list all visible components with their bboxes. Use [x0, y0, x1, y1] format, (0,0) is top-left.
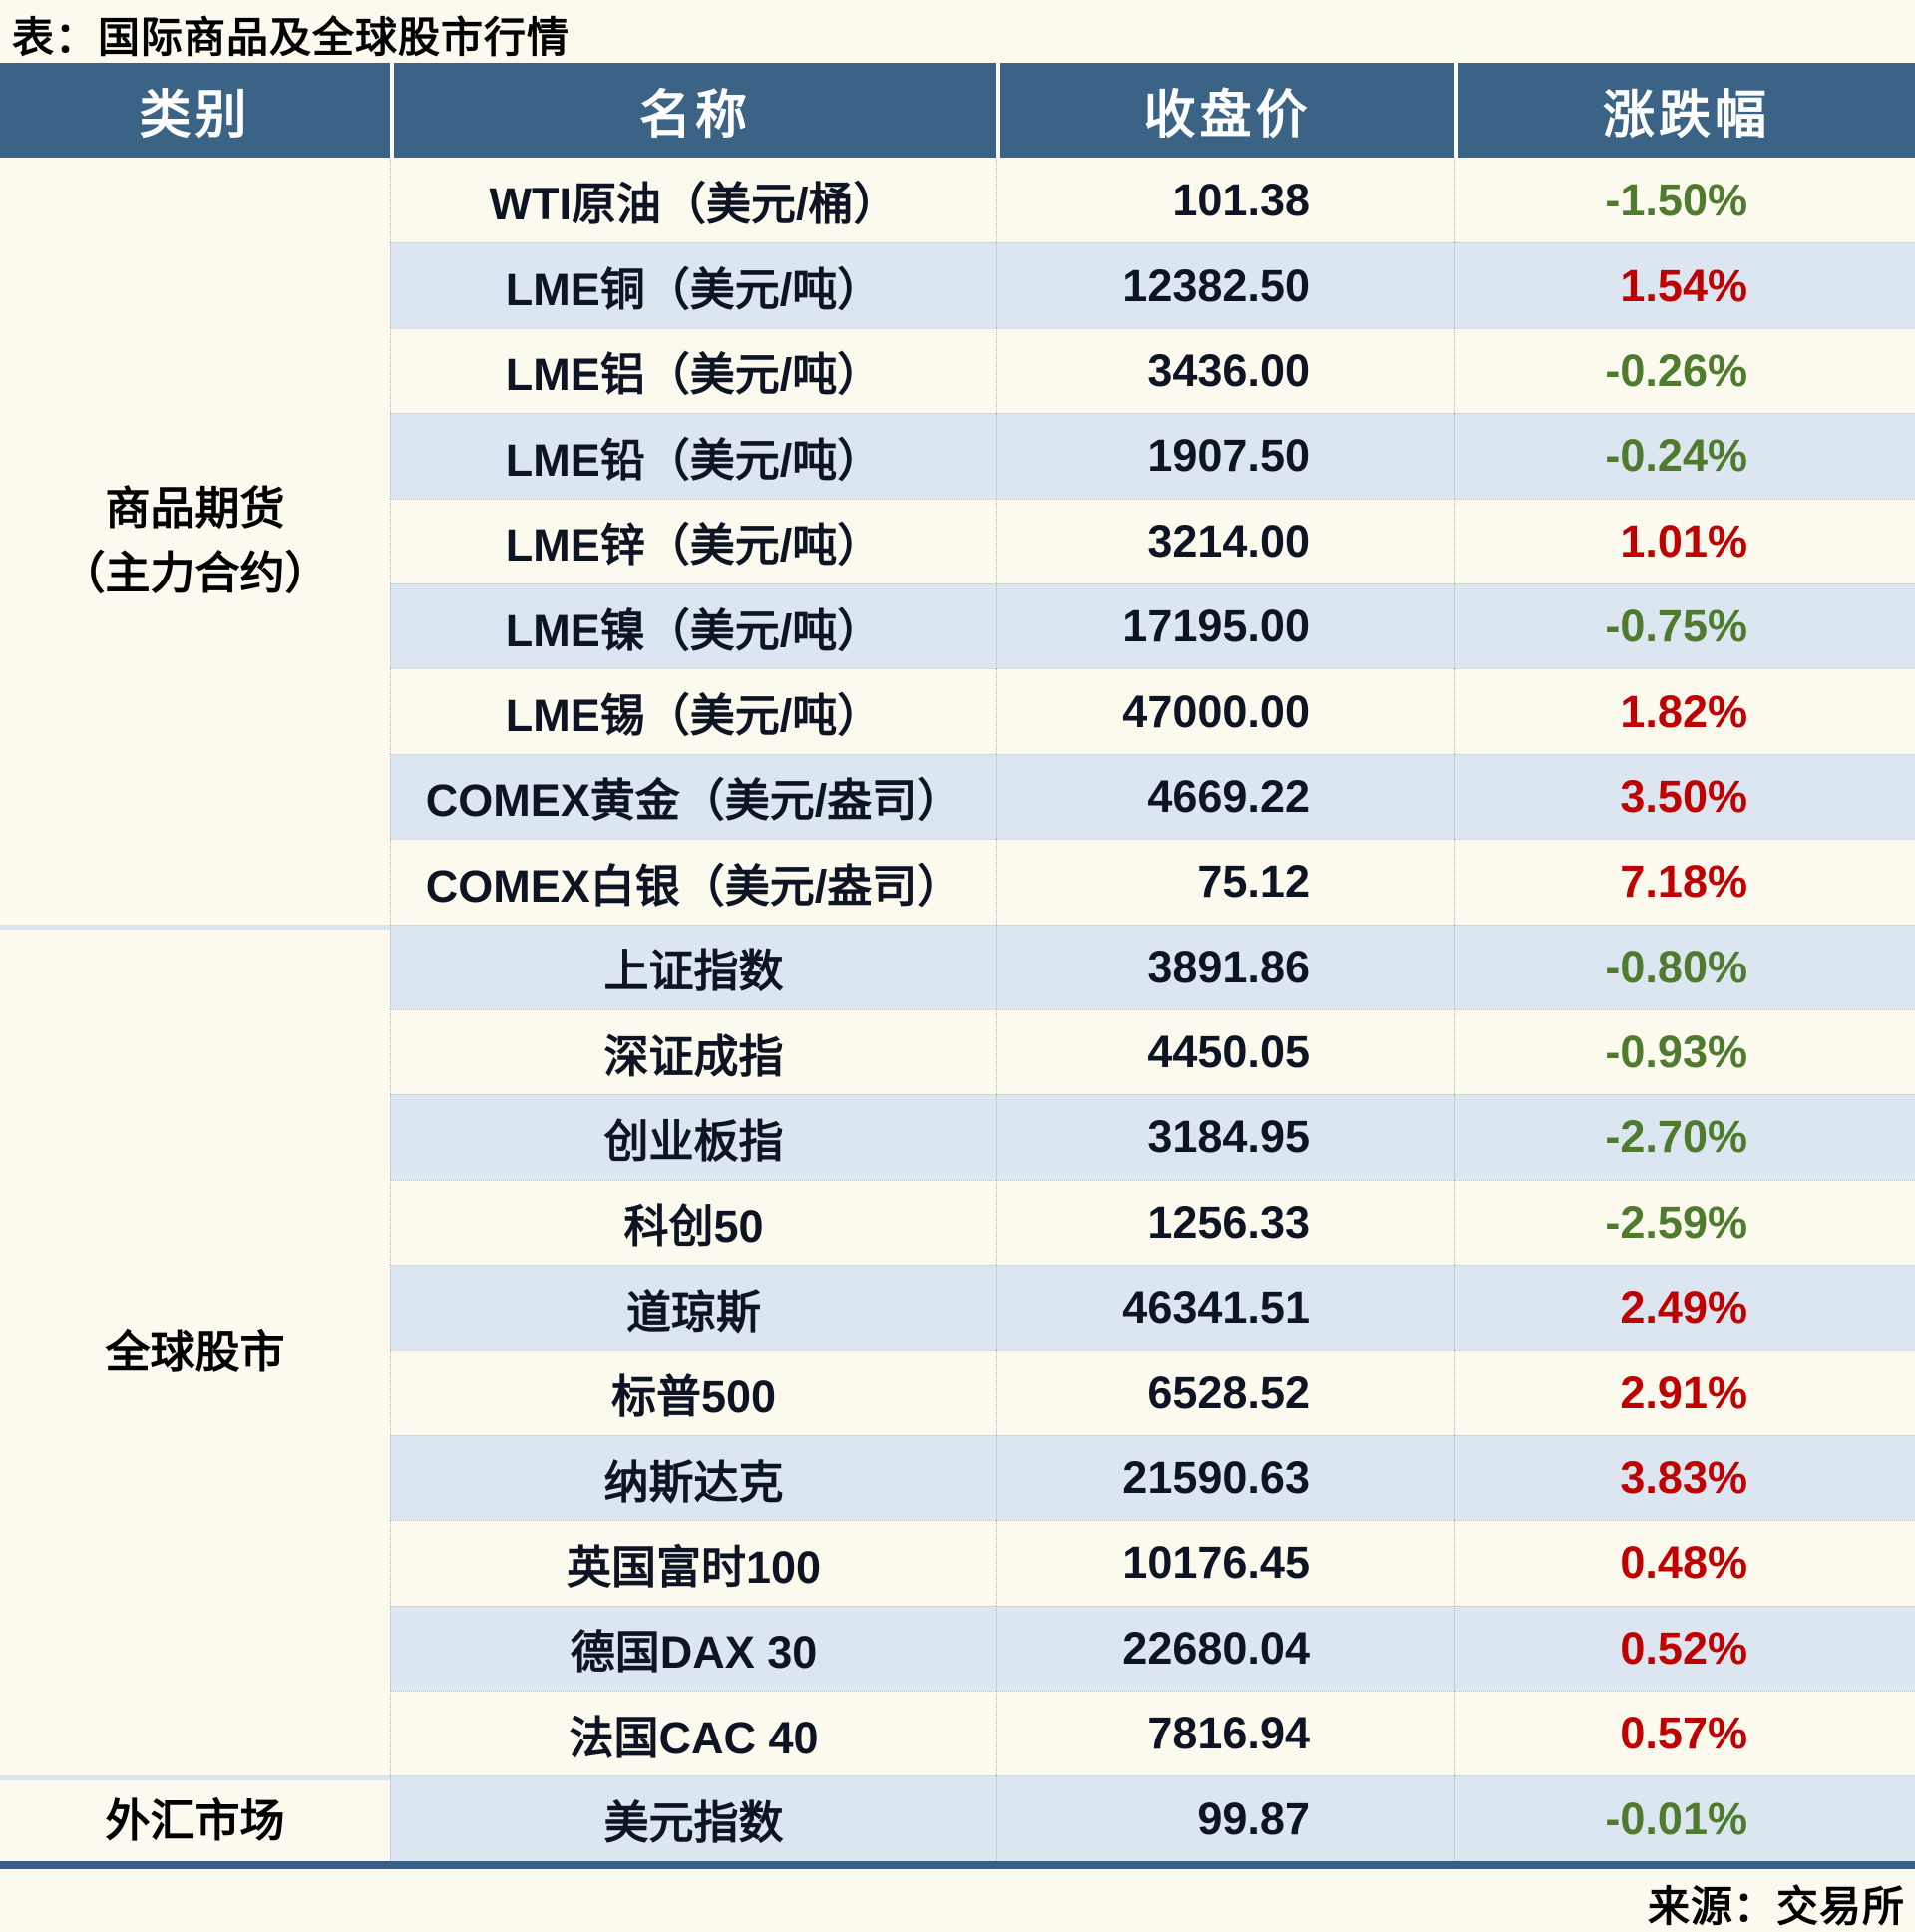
instrument-name-cell: 道琼斯	[390, 1265, 996, 1351]
close-price-cell: 4450.05	[996, 1008, 1454, 1095]
change-percent-cell: -0.75%	[1454, 582, 1915, 669]
close-price-cell: 10176.45	[996, 1520, 1454, 1606]
change-percent-cell: 2.91%	[1454, 1350, 1915, 1435]
close-price-cell: 6528.52	[996, 1350, 1454, 1435]
close-price-cell: 101.38	[996, 158, 1454, 243]
instrument-name-cell: 创业板指	[390, 1094, 996, 1180]
close-price-cell: 3214.00	[996, 498, 1454, 583]
change-percent-cell: 3.83%	[1454, 1434, 1915, 1521]
column-header-name: 名称	[390, 63, 996, 158]
category-cell: 外汇市场	[0, 1775, 390, 1860]
instrument-name-cell: COMEX白银（美元/盎司）	[390, 839, 996, 925]
instrument-name-cell: LME铅（美元/吨）	[390, 413, 996, 499]
change-percent-cell: 1.82%	[1454, 668, 1915, 754]
column-header-category: 类别	[0, 63, 390, 158]
close-price-cell: 4669.22	[996, 753, 1454, 840]
change-percent-cell: 2.49%	[1454, 1265, 1915, 1351]
instrument-name-cell: 科创50	[390, 1179, 996, 1266]
close-price-cell: 7816.94	[996, 1691, 1454, 1776]
market-table: 类别 名称 收盘价 涨跌幅 商品期货 （主力合约） WTI原油（美元/桶） 101.…	[0, 63, 1915, 1861]
instrument-name-cell: 标普500	[390, 1350, 996, 1435]
change-percent-cell: -0.26%	[1454, 327, 1915, 414]
instrument-name-cell: 美元指数	[390, 1775, 996, 1861]
category-cell: 商品期货 （主力合约）	[60, 483, 330, 599]
change-percent-cell: -0.24%	[1454, 413, 1915, 499]
bottom-rule	[0, 1861, 1915, 1869]
change-percent-cell: -2.70%	[1454, 1094, 1915, 1180]
change-percent-cell: 1.54%	[1454, 242, 1915, 328]
close-price-cell: 46341.51	[996, 1265, 1454, 1351]
instrument-name-cell: LME铝（美元/吨）	[390, 327, 996, 414]
instrument-name-cell: LME镍（美元/吨）	[390, 582, 996, 669]
change-percent-cell: -0.01%	[1454, 1775, 1915, 1861]
change-percent-cell: 3.50%	[1454, 753, 1915, 840]
change-percent-cell: 7.18%	[1454, 839, 1915, 925]
instrument-name-cell: 英国富时100	[390, 1520, 996, 1606]
instrument-name-cell: WTI原油（美元/桶）	[390, 158, 996, 243]
change-percent-cell: 0.48%	[1454, 1520, 1915, 1606]
table-title: 表：国际商品及全球股市行情	[12, 14, 571, 61]
source-note: 来源：交易所	[1647, 1883, 1905, 1930]
change-percent-cell: 0.57%	[1454, 1691, 1915, 1776]
instrument-name-cell: 上证指数	[390, 924, 996, 1009]
column-header-close: 收盘价	[996, 63, 1454, 158]
close-price-cell: 47000.00	[996, 668, 1454, 754]
change-percent-cell: 1.01%	[1454, 498, 1915, 583]
change-percent-cell: -2.59%	[1454, 1179, 1915, 1266]
close-price-cell: 21590.63	[996, 1434, 1454, 1521]
close-price-cell: 12382.50	[996, 242, 1454, 328]
change-percent-cell: -1.50%	[1454, 158, 1915, 243]
close-price-cell: 3891.86	[996, 924, 1454, 1009]
instrument-name-cell: 深证成指	[390, 1008, 996, 1095]
instrument-name-cell: LME锌（美元/吨）	[390, 498, 996, 583]
instrument-name-cell: 法国CAC 40	[390, 1691, 996, 1776]
close-price-cell: 3184.95	[996, 1094, 1454, 1180]
change-percent-cell: -0.80%	[1454, 924, 1915, 1009]
instrument-name-cell: 纳斯达克	[390, 1434, 996, 1521]
column-header-change: 涨跌幅	[1454, 63, 1915, 158]
instrument-name-cell: COMEX黄金（美元/盎司）	[390, 753, 996, 840]
instrument-name-cell: LME铜（美元/吨）	[390, 242, 996, 328]
category-cell: 全球股市	[0, 924, 390, 1776]
close-price-cell: 1907.50	[996, 413, 1454, 499]
change-percent-cell: -0.93%	[1454, 1008, 1915, 1095]
close-price-cell: 1256.33	[996, 1179, 1454, 1266]
close-price-cell: 17195.00	[996, 582, 1454, 669]
instrument-name-cell: LME锡（美元/吨）	[390, 668, 996, 754]
instrument-name-cell: 德国DAX 30	[390, 1605, 996, 1692]
close-price-cell: 75.12	[996, 839, 1454, 925]
close-price-cell: 3436.00	[996, 327, 1454, 414]
close-price-cell: 99.87	[996, 1775, 1454, 1861]
close-price-cell: 22680.04	[996, 1605, 1454, 1692]
change-percent-cell: 0.52%	[1454, 1605, 1915, 1692]
